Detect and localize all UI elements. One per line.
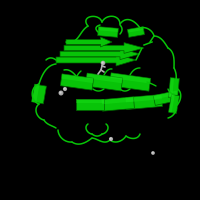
Polygon shape bbox=[61, 74, 94, 83]
Polygon shape bbox=[153, 91, 178, 100]
Polygon shape bbox=[102, 97, 134, 104]
Circle shape bbox=[110, 138, 112, 140]
Circle shape bbox=[152, 152, 153, 153]
Polygon shape bbox=[98, 27, 118, 32]
Circle shape bbox=[152, 152, 154, 154]
Polygon shape bbox=[127, 27, 145, 37]
Polygon shape bbox=[110, 73, 151, 83]
Polygon shape bbox=[32, 84, 39, 103]
Polygon shape bbox=[85, 73, 123, 91]
Polygon shape bbox=[76, 99, 104, 103]
Circle shape bbox=[59, 91, 63, 95]
Polygon shape bbox=[56, 54, 136, 66]
Circle shape bbox=[110, 138, 111, 139]
Polygon shape bbox=[64, 43, 144, 53]
Polygon shape bbox=[109, 73, 151, 91]
Circle shape bbox=[101, 61, 105, 65]
Polygon shape bbox=[126, 94, 162, 102]
Polygon shape bbox=[86, 73, 123, 83]
Polygon shape bbox=[153, 91, 179, 105]
Polygon shape bbox=[60, 48, 140, 60]
Polygon shape bbox=[76, 99, 104, 110]
Polygon shape bbox=[102, 97, 134, 111]
Polygon shape bbox=[169, 78, 179, 98]
Polygon shape bbox=[126, 94, 162, 110]
Polygon shape bbox=[127, 27, 144, 33]
Polygon shape bbox=[60, 74, 94, 90]
Circle shape bbox=[64, 88, 65, 89]
Polygon shape bbox=[66, 37, 112, 47]
Circle shape bbox=[102, 62, 103, 63]
Circle shape bbox=[64, 88, 66, 90]
Polygon shape bbox=[168, 94, 175, 113]
Polygon shape bbox=[169, 78, 174, 98]
Polygon shape bbox=[98, 27, 118, 37]
Polygon shape bbox=[32, 84, 46, 104]
Circle shape bbox=[60, 92, 61, 93]
Polygon shape bbox=[168, 94, 180, 114]
